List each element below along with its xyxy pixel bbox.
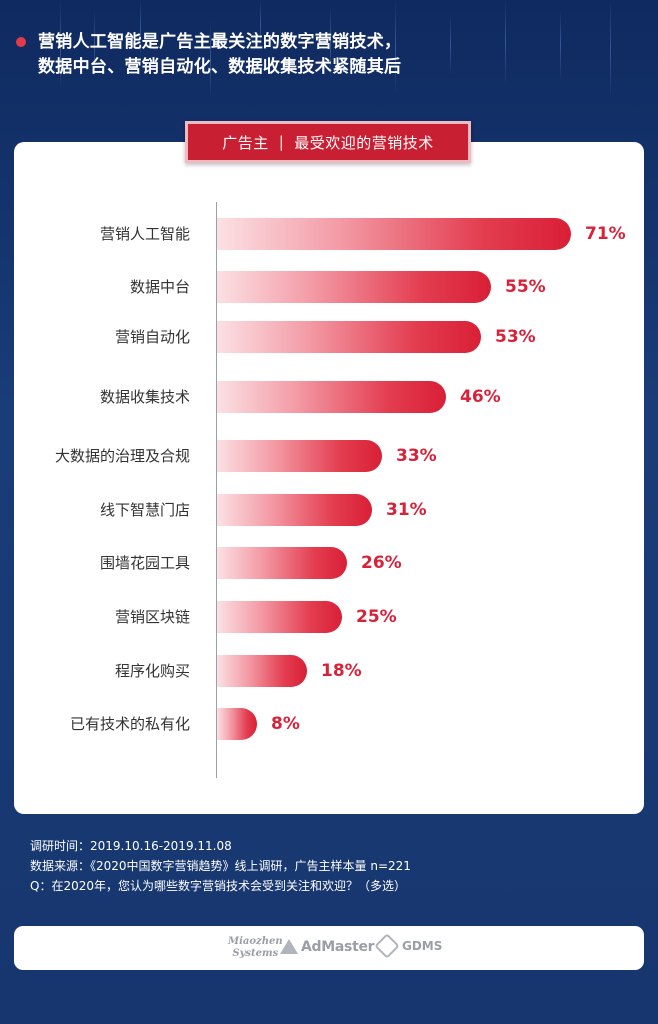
miaozhen-logo: Miaozhen Systems [228,936,283,960]
value-label: 71% [585,224,626,244]
headline-line-1: 营销人工智能是广告主最关注的数字营销技术， [38,32,402,52]
bar [217,321,481,353]
category-label: 围墙花园工具 [99,554,190,572]
category-label: 程序化购买 [114,662,190,680]
category-label: 营销自动化 [114,328,190,346]
chart-title-left: 广告主 [222,133,269,152]
value-label: 25% [356,607,397,627]
bar [217,601,342,633]
chart-title-right: 最受欢迎的营销技术 [294,133,434,152]
admaster-triangle-icon [280,939,298,954]
chart-card [14,142,644,814]
data-source-note: 数据来源：《2020中国数字营销趋势》线上调研，广告主样本量 n=221 [30,859,411,873]
category-label: 大数据的治理及合规 [54,447,190,465]
miaozhen-logo-top: Miaozhen [228,936,283,947]
value-label: 18% [321,661,362,681]
admaster-logo: AdMaster [280,938,375,955]
category-label: 线下智慧门店 [99,501,190,519]
value-label: 31% [386,500,427,520]
category-label: 营销区块链 [114,608,190,626]
value-label: 53% [495,327,536,347]
category-label: 数据中台 [129,278,190,296]
bar [217,440,382,472]
value-label: 8% [271,714,300,734]
bar [217,547,347,579]
admaster-logo-text: AdMaster [301,938,375,955]
category-label: 数据收集技术 [99,388,190,406]
value-label: 46% [460,387,501,407]
gdms-logo-text: GDMS [402,939,443,953]
bar [217,494,372,526]
value-label: 26% [361,553,402,573]
chart-title-separator: | [278,133,285,151]
category-label: 已有技术的私有化 [69,715,190,733]
gdms-hexagon-icon [374,933,400,959]
value-label: 33% [396,446,437,466]
question-note: Q：在2020年，您认为哪些数字营销技术会受到关注和欢迎？（多选） [30,879,406,893]
survey-time-note: 调研时间：2019.10.16-2019.11.08 [30,839,232,853]
gdms-logo: GDMS [374,933,443,959]
bar [217,708,257,740]
bullet-dot-icon [16,37,26,47]
value-label: 55% [505,277,546,297]
notes: 调研时间：2019.10.16-2019.11.08 数据来源：《2020中国数… [30,836,411,896]
headline-line-2: 数据中台、营销自动化、数据收集技术紧随其后 [38,57,402,77]
headline: 营销人工智能是广告主最关注的数字营销技术， 数据中台、营销自动化、数据收集技术紧… [16,30,646,80]
background-streaks [0,0,658,140]
logo-bar: Miaozhen Systems AdMaster GDMS [14,926,644,970]
category-label: 营销人工智能 [99,225,190,243]
miaozhen-logo-bottom: Systems [232,948,279,959]
bar [217,271,491,303]
bar [217,655,307,687]
bar [217,218,571,250]
chart-title-tab: 广告主 | 最受欢迎的营销技术 [185,121,471,163]
bar [217,381,446,413]
chart-axis-line [216,202,217,778]
